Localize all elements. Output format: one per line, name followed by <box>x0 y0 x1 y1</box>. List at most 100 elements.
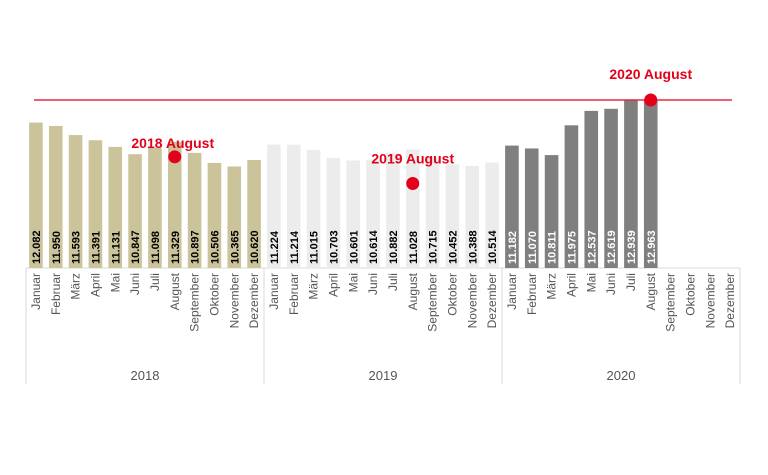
bar-2019-september <box>425 157 440 268</box>
bar-2018-dezember <box>247 159 261 268</box>
annotation-dot-2020 <box>644 93 658 107</box>
month-tick-label: Mai <box>584 273 598 292</box>
month-tick-label: Dezember <box>247 273 261 328</box>
bar-2020-februar <box>524 148 539 268</box>
month-tick-label: Februar <box>49 273 63 315</box>
bar-2019-januar <box>267 144 281 268</box>
month-tick-label: Juli <box>148 273 162 291</box>
month-tick-label: Dezember <box>485 273 499 328</box>
bar-2019-juni <box>366 160 380 268</box>
bar-value-label: 11.182 <box>507 231 519 264</box>
bar-2018-märz <box>68 135 83 268</box>
bar-2019-april <box>326 157 341 268</box>
month-tick-label: Oktober <box>445 273 459 316</box>
year-label: 2020 <box>607 368 636 383</box>
bar-value-label: 10.506 <box>209 230 221 264</box>
bar-value-label: 11.131 <box>110 231 122 264</box>
bar-2018-august <box>167 141 182 268</box>
bar-2020-august <box>643 100 658 268</box>
bar-value-label: 11.028 <box>408 231 420 264</box>
month-tick-label: September <box>188 273 202 332</box>
bar-value-label: 10.452 <box>447 230 459 264</box>
bar-value-label: 10.614 <box>368 229 380 264</box>
month-tick-label: Juni <box>604 273 618 295</box>
month-tick-label: April <box>88 273 102 297</box>
bar-2018-juli <box>148 147 162 268</box>
bar-2019-februar <box>286 144 301 268</box>
month-tick-label: Februar <box>525 273 539 315</box>
bar-value-label: 11.214 <box>289 230 301 264</box>
bar-value-label: 12.963 <box>646 230 658 264</box>
annotation-label: 2020 August <box>609 66 692 82</box>
bar-2019-november <box>465 165 480 268</box>
month-tick-label: Dezember <box>723 273 737 328</box>
bar-2018-januar <box>29 122 43 268</box>
bar-2020-märz <box>544 155 559 268</box>
month-tick-label: Mai <box>108 273 122 292</box>
month-tick-label: November <box>703 273 717 328</box>
bar-2020-juni <box>604 108 618 268</box>
bar-2018-april <box>88 140 103 268</box>
bar-2020-januar <box>505 145 519 268</box>
month-tick-label: Juni <box>366 273 380 295</box>
bar-2020-mai <box>584 110 599 269</box>
bar-2019-juli <box>386 153 400 268</box>
month-tick-label: April <box>564 273 578 297</box>
bar-value-label: 12.082 <box>31 230 43 264</box>
bar-value-label: 11.224 <box>269 230 281 264</box>
month-tick-label: August <box>644 272 658 310</box>
bar-2019-oktober <box>445 164 460 268</box>
bar-2018-februar <box>48 125 63 269</box>
bar-2019-märz <box>306 149 321 268</box>
bar-value-label: 10.703 <box>328 230 340 264</box>
bar-2018-mai <box>108 146 123 268</box>
bar-value-label: 10.811 <box>547 231 559 264</box>
month-tick-label: März <box>69 273 83 300</box>
bar-value-label: 11.070 <box>527 231 539 264</box>
bar-value-label: 11.593 <box>71 231 83 264</box>
month-tick-label: Oktober <box>207 273 221 316</box>
month-tick-label: Januar <box>29 273 43 310</box>
month-tick-label: August <box>406 272 420 310</box>
bar-2019-dezember <box>485 162 499 268</box>
bar-value-label: 12.619 <box>606 230 618 264</box>
bar-value-label: 10.514 <box>487 229 499 264</box>
month-tick-label: Februar <box>287 273 301 315</box>
bar-value-label: 11.391 <box>90 231 102 264</box>
month-tick-label: Oktober <box>683 273 697 316</box>
bar-2018-oktober <box>207 162 222 268</box>
month-tick-label: Januar <box>505 273 519 310</box>
month-tick-label: April <box>326 273 340 297</box>
bar-value-label: 11.975 <box>566 231 578 264</box>
month-tick-label: März <box>307 273 321 300</box>
bar-value-label: 11.950 <box>51 231 63 264</box>
bar-2018-juni <box>128 154 142 268</box>
month-tick-label: Januar <box>267 273 281 310</box>
bar-value-label: 10.601 <box>348 230 360 264</box>
bar-value-label: 10.882 <box>388 230 400 264</box>
bar-value-label: 11.329 <box>170 231 182 264</box>
month-tick-label: Juni <box>128 273 142 295</box>
bar-2018-september <box>187 152 202 268</box>
bar-2019-mai <box>346 160 361 268</box>
month-tick-label: September <box>426 273 440 332</box>
bar-value-label: 12.939 <box>626 230 638 264</box>
bar-value-label: 10.897 <box>190 230 202 264</box>
bar-value-label: 11.015 <box>309 231 321 264</box>
month-tick-label: Mai <box>346 273 360 292</box>
bar-2018-november <box>227 166 242 268</box>
month-tick-label: November <box>465 273 479 328</box>
year-label: 2019 <box>369 368 398 383</box>
bar-value-label: 10.847 <box>130 230 142 264</box>
bar-value-label: 11.098 <box>150 231 162 264</box>
annotation-label: 2018 August <box>131 135 214 151</box>
bar-value-label: 10.388 <box>467 230 479 264</box>
annotation-dot-2018 <box>168 150 182 164</box>
bar-value-label: 12.537 <box>586 230 598 264</box>
month-tick-label: November <box>227 273 241 328</box>
month-tick-label: August <box>168 272 182 310</box>
month-tick-label: Juli <box>386 273 400 291</box>
annotation-label: 2019 August <box>371 151 454 167</box>
bar-2020-april <box>564 125 579 268</box>
